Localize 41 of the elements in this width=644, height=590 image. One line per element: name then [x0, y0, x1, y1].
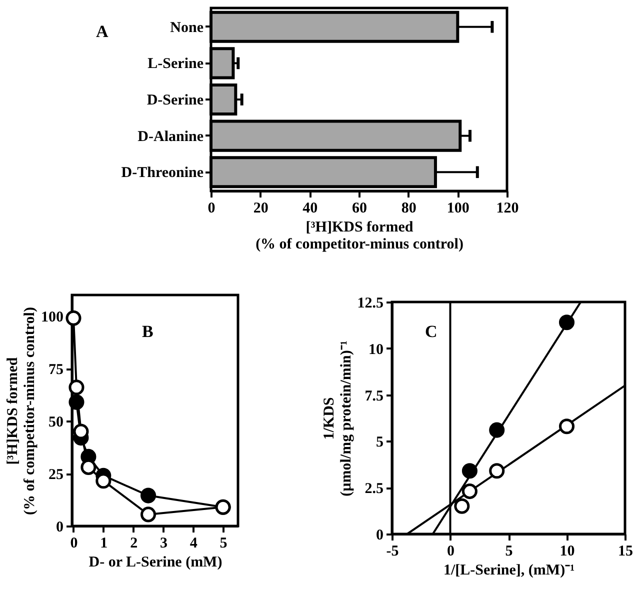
y-tick-label: 10: [368, 342, 384, 358]
y-tick-label: 0: [56, 520, 64, 536]
y-tick-label: 25: [48, 467, 64, 483]
y-tick-label: 12.5: [357, 296, 384, 312]
y-tick-label: D-Serine: [146, 92, 204, 108]
x-tick-label: 15: [618, 544, 633, 560]
text: A: [96, 22, 108, 42]
y-tick-label: 75: [48, 362, 64, 378]
x-axis-title: [³H]KDS formed (% of competitor-minus control): [256, 220, 464, 252]
x-tick-label: 100: [446, 200, 470, 216]
annotation: B: [142, 322, 154, 342]
x-tick-label: -5: [386, 544, 399, 560]
x-tick-label: 5: [505, 544, 513, 560]
x-tick-label: 3: [160, 536, 168, 552]
x-tick-label: 0: [208, 200, 216, 216]
y-axis-title: 1/KDS (µmol/mg protein/min)⁻¹: [321, 340, 354, 496]
x-tick-label: 2: [130, 536, 138, 552]
y-tick-label: None: [170, 20, 204, 36]
x-tick-label: 40: [302, 200, 318, 216]
x-tick-label: 5: [220, 536, 228, 552]
x-tick-label: 60: [352, 200, 367, 216]
x-axis-title: D- or L-Serine (mM): [88, 554, 222, 570]
x-tick-label: 10: [560, 544, 575, 560]
y-tick-label: 100: [41, 310, 64, 326]
x-tick-label: 120: [496, 200, 519, 216]
y-tick-label: 2.5: [364, 481, 384, 498]
x-axis-title: 1/[L-Serine], (mM)⁻¹: [443, 562, 575, 578]
x-tick-label: 4: [190, 536, 198, 552]
x-tick-label: 80: [401, 200, 416, 216]
x-tick-label: 0: [70, 536, 78, 552]
y-axis-title: [³H]KDS formed (% of competitor-minus control): [5, 307, 38, 515]
y-tick-label: 50: [48, 414, 64, 430]
annotation: C: [425, 322, 438, 342]
x-tick-label: 1: [100, 536, 108, 552]
y-tick-label: 5: [376, 434, 384, 451]
y-tick-label: D-Alanine: [138, 128, 204, 145]
y-tick-label: D-Threonine: [121, 165, 204, 182]
y-tick-label: L-Serine: [148, 56, 204, 72]
y-tick-label: 7.5: [364, 388, 384, 404]
x-tick-label: 0: [447, 544, 454, 560]
x-tick-label: 20: [253, 200, 268, 216]
